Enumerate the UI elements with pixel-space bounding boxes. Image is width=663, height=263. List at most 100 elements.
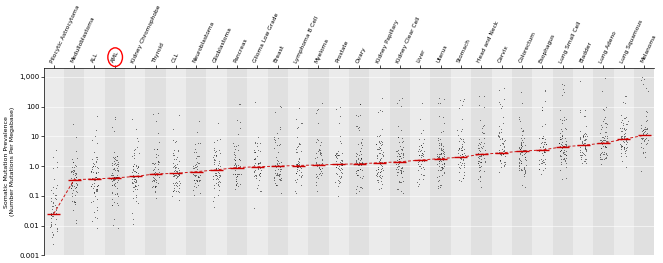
Point bbox=[295, 175, 306, 179]
Point bbox=[272, 173, 282, 177]
Point bbox=[169, 173, 180, 178]
Point bbox=[538, 149, 549, 153]
Point bbox=[516, 168, 527, 172]
Point bbox=[330, 165, 341, 169]
Point bbox=[292, 144, 303, 148]
Point bbox=[296, 166, 307, 170]
Point bbox=[353, 114, 363, 118]
Point bbox=[396, 104, 406, 109]
Point bbox=[557, 82, 568, 86]
Point bbox=[393, 170, 404, 174]
Point bbox=[597, 142, 608, 146]
Point bbox=[395, 154, 406, 158]
Point bbox=[635, 123, 646, 127]
Point bbox=[229, 166, 240, 170]
Point bbox=[636, 78, 646, 82]
Point bbox=[354, 125, 365, 130]
Point bbox=[131, 170, 141, 174]
Point bbox=[68, 178, 78, 182]
Point bbox=[559, 151, 570, 156]
Point bbox=[49, 177, 60, 181]
Point bbox=[534, 166, 544, 171]
Point bbox=[473, 161, 483, 165]
Point bbox=[274, 177, 284, 181]
Point bbox=[68, 184, 79, 188]
Bar bbox=[369, 68, 390, 255]
Point bbox=[173, 148, 184, 153]
Point bbox=[149, 171, 159, 175]
Point bbox=[575, 148, 585, 152]
Point bbox=[371, 142, 382, 146]
Point bbox=[168, 127, 178, 132]
Point bbox=[377, 153, 388, 158]
Point bbox=[596, 135, 607, 139]
Point bbox=[438, 166, 448, 170]
Point bbox=[560, 143, 571, 147]
Point bbox=[113, 164, 124, 169]
Point bbox=[234, 172, 245, 176]
Point bbox=[556, 93, 567, 98]
Point bbox=[68, 200, 79, 204]
Point bbox=[600, 121, 611, 125]
Point bbox=[375, 151, 386, 156]
Point bbox=[436, 130, 446, 134]
Point bbox=[66, 170, 76, 174]
Point bbox=[292, 164, 302, 168]
Point bbox=[432, 184, 443, 188]
Point bbox=[516, 168, 526, 172]
Point bbox=[519, 166, 530, 171]
Point bbox=[253, 183, 263, 188]
Point bbox=[497, 137, 508, 141]
Point bbox=[557, 134, 568, 139]
Point bbox=[90, 175, 100, 180]
Point bbox=[621, 145, 632, 149]
Point bbox=[398, 145, 408, 149]
Point bbox=[617, 129, 628, 134]
Point bbox=[354, 167, 365, 171]
Point bbox=[174, 190, 184, 194]
Point bbox=[534, 136, 545, 140]
Point bbox=[148, 168, 158, 172]
Point bbox=[537, 136, 548, 140]
Point bbox=[89, 178, 99, 183]
Point bbox=[436, 183, 446, 187]
Point bbox=[68, 160, 78, 164]
Point bbox=[133, 183, 143, 187]
Point bbox=[127, 170, 137, 174]
Point bbox=[172, 181, 182, 185]
Point bbox=[189, 193, 200, 197]
Point bbox=[554, 137, 565, 141]
Point bbox=[639, 129, 650, 133]
Point bbox=[294, 164, 305, 168]
Bar bbox=[84, 68, 105, 255]
Point bbox=[269, 138, 280, 142]
Point bbox=[330, 165, 341, 169]
Point bbox=[351, 173, 362, 177]
Point bbox=[561, 139, 572, 143]
Point bbox=[515, 147, 526, 151]
Point bbox=[310, 172, 321, 176]
Point bbox=[472, 161, 483, 165]
Point bbox=[208, 174, 218, 178]
Point bbox=[294, 168, 304, 172]
Point bbox=[393, 160, 404, 164]
Point bbox=[436, 143, 446, 148]
Point bbox=[579, 156, 590, 161]
Point bbox=[109, 218, 119, 222]
Point bbox=[193, 174, 204, 178]
Point bbox=[316, 153, 326, 157]
Point bbox=[51, 226, 62, 230]
Point bbox=[493, 131, 504, 135]
Point bbox=[171, 139, 182, 144]
Point bbox=[458, 140, 469, 144]
Point bbox=[149, 179, 159, 183]
Point bbox=[536, 161, 547, 165]
Point bbox=[561, 149, 572, 154]
Point bbox=[574, 79, 585, 83]
Point bbox=[46, 195, 56, 200]
Point bbox=[457, 103, 467, 107]
Point bbox=[457, 145, 467, 149]
Point bbox=[377, 166, 388, 170]
Point bbox=[600, 130, 611, 135]
Point bbox=[229, 152, 239, 156]
